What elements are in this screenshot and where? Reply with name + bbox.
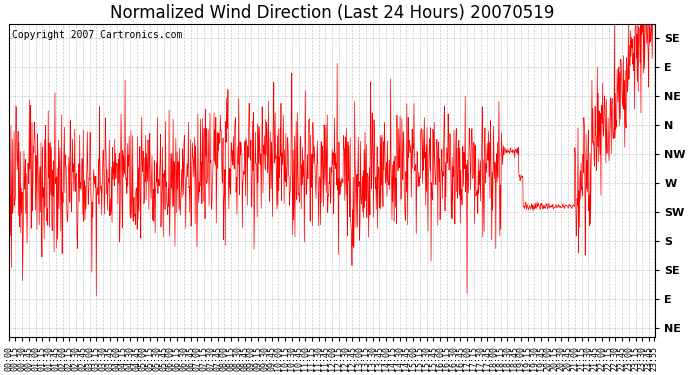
Text: Copyright 2007 Cartronics.com: Copyright 2007 Cartronics.com xyxy=(12,30,182,40)
Title: Normalized Wind Direction (Last 24 Hours) 20070519: Normalized Wind Direction (Last 24 Hours… xyxy=(110,4,554,22)
